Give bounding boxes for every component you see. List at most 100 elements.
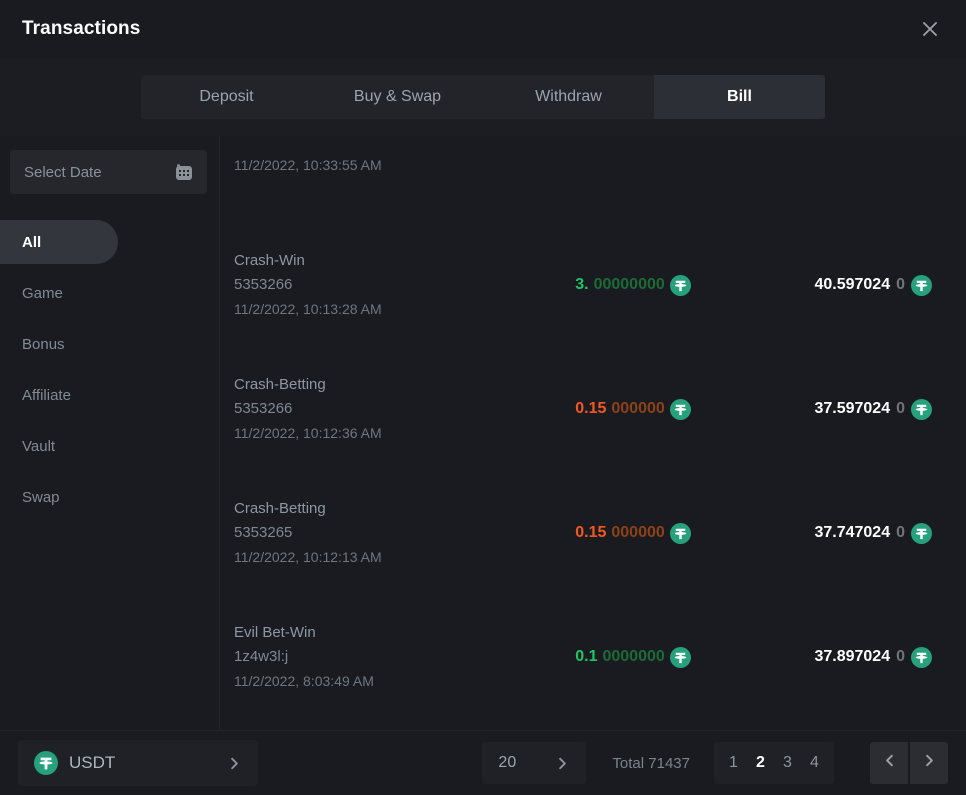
row-info: Crash-Betting 5353266 11/2/2022, 10:12:3… [234, 375, 534, 443]
date-picker-value: Select Date [24, 163, 102, 181]
row-info: Evil Bet-Win 1z4w3l:j 11/2/2022, 8:03:49… [234, 623, 534, 691]
amount-significant: 0.15 [575, 400, 607, 417]
modal-header: Transactions [0, 0, 966, 58]
sidebar-item-all[interactable]: All [0, 220, 118, 264]
page-number-3[interactable]: 3 [783, 754, 792, 771]
balance-significant: 37.597024 [814, 400, 891, 417]
balance-trailing: 0 [896, 524, 905, 541]
tab-bill[interactable]: Bill [654, 75, 825, 119]
table-row[interactable]: Evil Bet-Bet [220, 719, 966, 730]
sidebar-item-affiliate[interactable]: Affiliate [0, 373, 219, 417]
tab-label: Bill [727, 88, 752, 105]
amount-trailing: 00000000 [593, 276, 665, 293]
usdt-coin-icon [669, 398, 691, 420]
tab-buy-swap[interactable]: Buy & Swap [312, 75, 483, 119]
amount-trailing: 0000000 [602, 648, 665, 665]
row-time: 11/2/2022, 10:33:55 AM [234, 157, 382, 173]
calendar-icon [175, 163, 193, 181]
row-type: Evil Bet-Win [234, 624, 316, 641]
sidebar-item-label: Swap [22, 488, 60, 506]
row-time: 11/2/2022, 10:13:28 AM [234, 301, 382, 317]
row-time: 11/2/2022, 8:03:49 AM [234, 673, 374, 689]
usdt-coin-icon [34, 751, 58, 775]
row-amount: 3. 00000000 [534, 274, 732, 296]
sidebar-item-bonus[interactable]: Bonus [0, 322, 219, 366]
row-id: 5353266 [234, 276, 293, 293]
sidebar-item-game[interactable]: Game [0, 271, 219, 315]
row-balance: 37.597024 0 [732, 398, 932, 420]
usdt-coin-icon [669, 274, 691, 296]
row-type: Crash-Win [234, 252, 305, 269]
sidebar-item-swap[interactable]: Swap [0, 475, 219, 519]
row-time: 11/2/2022, 10:12:36 AM [234, 425, 382, 441]
page-size-selector[interactable]: 20 [482, 742, 587, 784]
usdt-coin-icon [911, 274, 932, 296]
sidebar-item-label: Bonus [22, 335, 65, 353]
balance-trailing: 0 [896, 648, 905, 665]
row-info: Crash-Betting 5353265 11/2/2022, 10:12:1… [234, 499, 534, 567]
sidebar-nav: All Game Bonus Affiliate Vault Swap [0, 220, 219, 526]
row-type: Crash-Betting [234, 376, 326, 393]
row-amount: 0.15 000000 [534, 522, 732, 544]
row-time: 11/2/2022, 10:12:13 AM [234, 549, 382, 565]
usdt-coin-icon [911, 646, 932, 668]
transaction-list[interactable]: 11/2/2022, 10:33:55 AM Crash-Win 5353266… [220, 136, 966, 730]
transaction-list-scroll: 11/2/2022, 10:33:55 AM Crash-Win 5353266… [220, 136, 966, 730]
close-icon[interactable] [914, 13, 946, 45]
tab-deposit[interactable]: Deposit [141, 75, 312, 119]
chevron-right-icon [922, 753, 937, 773]
tab-label: Withdraw [535, 88, 602, 105]
usdt-coin-icon [911, 398, 932, 420]
tab-label: Buy & Swap [353, 88, 442, 105]
currency-selector[interactable]: USDT [18, 740, 258, 786]
modal-body: Select Date All Game [0, 136, 966, 730]
page-size-value: 20 [498, 754, 517, 771]
usdt-coin-icon [669, 522, 691, 544]
pagination: 1 2 3 4 [714, 742, 834, 784]
amount-significant: 0.15 [575, 524, 607, 541]
amount-trailing: 000000 [611, 524, 665, 541]
page-number-4[interactable]: 4 [810, 754, 819, 771]
row-balance: 37.747024 0 [732, 522, 932, 544]
sidebar-item-label: Affiliate [22, 386, 71, 404]
row-amount: 0.1 0000000 [534, 646, 732, 668]
balance-significant: 37.897024 [814, 648, 891, 665]
sidebar-item-label: All [22, 233, 42, 251]
usdt-coin-icon [669, 646, 691, 668]
balance-significant: 37.747024 [814, 524, 891, 541]
amount-significant: 0.1 [575, 648, 598, 665]
total-count-label: Total 71437 [612, 754, 690, 772]
usdt-coin-icon [911, 522, 932, 544]
page-number-1[interactable]: 1 [729, 754, 738, 771]
next-page-button[interactable] [910, 742, 948, 784]
table-row[interactable]: Evil Bet-Win 1z4w3l:j 11/2/2022, 8:03:49… [220, 595, 966, 719]
balance-significant: 40.597024 [814, 276, 891, 293]
table-row[interactable]: 11/2/2022, 10:33:55 AM [220, 136, 966, 223]
row-info: Crash-Win 5353266 11/2/2022, 10:13:28 AM [234, 251, 534, 319]
page-title: Transactions [22, 18, 141, 39]
currency-label: USDT [69, 753, 116, 772]
row-id: 5353265 [234, 524, 293, 541]
prev-page-button[interactable] [870, 742, 908, 784]
row-amount: 0.15 000000 [534, 398, 732, 420]
balance-trailing: 0 [896, 276, 905, 293]
table-row[interactable]: Crash-Win 5353266 11/2/2022, 10:13:28 AM… [220, 223, 966, 347]
chevron-right-icon [555, 756, 570, 771]
modal-footer: USDT 20 Total 71437 1 2 3 4 [0, 730, 966, 795]
table-row[interactable]: Crash-Betting 5353266 11/2/2022, 10:12:3… [220, 347, 966, 471]
sidebar-item-label: Vault [22, 437, 56, 455]
pagination-arrows [870, 742, 948, 784]
amount-significant: 3. [575, 276, 589, 293]
balance-trailing: 0 [896, 400, 905, 417]
amount-trailing: 000000 [611, 400, 665, 417]
table-row[interactable]: Crash-Betting 5353265 11/2/2022, 10:12:1… [220, 471, 966, 595]
row-info: 11/2/2022, 10:33:55 AM [234, 147, 534, 175]
sidebar-item-vault[interactable]: Vault [0, 424, 219, 468]
sidebar-item-label: Game [22, 284, 63, 302]
date-picker[interactable]: Select Date [10, 150, 207, 194]
tab-withdraw[interactable]: Withdraw [483, 75, 654, 119]
page-number-2[interactable]: 2 [756, 754, 765, 771]
row-id: 5353266 [234, 400, 293, 417]
tab-group: Deposit Buy & Swap Withdraw Bill [141, 75, 825, 119]
